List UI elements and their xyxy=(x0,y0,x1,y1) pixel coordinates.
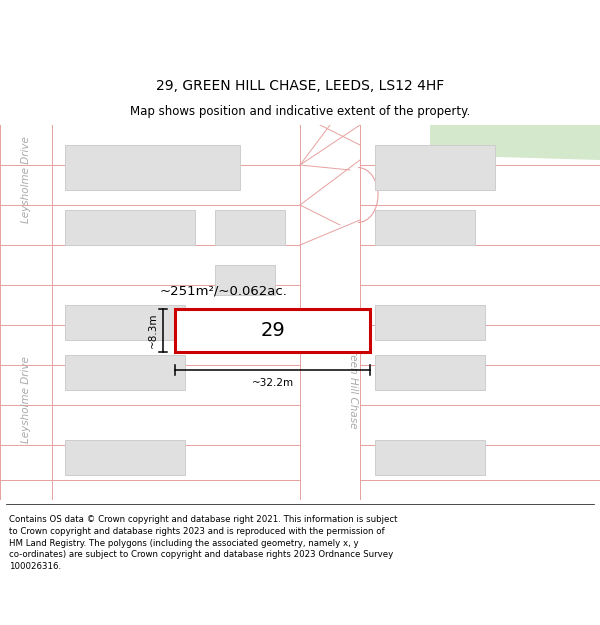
Bar xyxy=(375,305,485,340)
Bar xyxy=(65,305,185,340)
Bar xyxy=(65,145,240,190)
Bar xyxy=(65,440,185,475)
Bar xyxy=(375,145,495,190)
Text: Leysholme Drive: Leysholme Drive xyxy=(21,356,31,444)
Bar xyxy=(175,309,370,352)
Bar xyxy=(65,210,195,245)
Text: Contains OS data © Crown copyright and database right 2021. This information is : Contains OS data © Crown copyright and d… xyxy=(9,515,398,571)
Bar xyxy=(215,265,275,295)
Text: ~8.3m: ~8.3m xyxy=(148,312,158,348)
Bar xyxy=(215,210,285,245)
Bar xyxy=(65,355,185,390)
Text: ~251m²/~0.062ac.: ~251m²/~0.062ac. xyxy=(160,284,288,298)
Bar xyxy=(375,440,485,475)
Text: Green Hill Chase: Green Hill Chase xyxy=(348,342,358,428)
Text: 29: 29 xyxy=(260,321,285,340)
Text: ~32.2m: ~32.2m xyxy=(251,378,293,388)
Polygon shape xyxy=(430,125,600,160)
Bar xyxy=(375,210,475,245)
Text: Leysholme Drive: Leysholme Drive xyxy=(21,136,31,223)
Bar xyxy=(375,355,485,390)
Text: 29, GREEN HILL CHASE, LEEDS, LS12 4HF: 29, GREEN HILL CHASE, LEEDS, LS12 4HF xyxy=(156,79,444,93)
Text: Map shows position and indicative extent of the property.: Map shows position and indicative extent… xyxy=(130,104,470,118)
